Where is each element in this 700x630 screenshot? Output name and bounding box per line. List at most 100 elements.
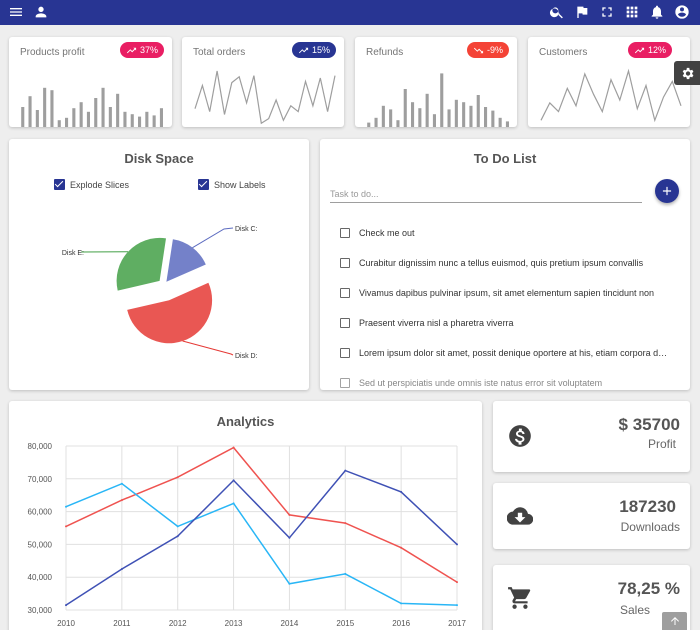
spark-bar [396,120,400,127]
bell-icon[interactable] [647,2,667,22]
gear-icon [682,67,693,79]
spark-bar [145,111,149,127]
trending-down-icon [473,47,484,53]
todo-checkbox[interactable] [340,258,350,268]
flag-icon[interactable] [572,2,592,22]
data-point [120,499,123,502]
spark-bar [454,99,458,127]
stat-badge-value: 15% [311,45,330,55]
explode-slices-label: Explode Slices [70,179,130,190]
menu-icon[interactable] [6,2,26,22]
sparkline-chart [367,73,509,127]
y-tick-label: 60,000 [28,508,53,517]
todo-item[interactable]: Curabitur dignissim nunc a tellus euismo… [340,256,643,270]
todo-item-text: Lorem ipsum dolor sit amet, possit deniq… [359,348,670,358]
spark-bar [116,93,120,127]
y-tick-label: 50,000 [28,540,53,549]
data-point [344,572,347,575]
data-point [65,604,67,607]
todo-checkbox[interactable] [340,228,350,238]
explode-slices-option[interactable]: Explode Slices [54,179,129,190]
todo-item[interactable]: Sed ut perspiciatis unde omnis iste natu… [340,376,670,390]
spark-bar [50,90,54,127]
todo-item[interactable]: Check me out [340,226,415,240]
spark-bar [381,105,385,127]
todo-panel: To Do List Task to do... Check me out Cu… [320,139,690,390]
account-icon[interactable] [672,2,692,22]
spark-bar [403,89,407,127]
todo-item[interactable]: Praesent viverra nisl a pharetra viverra [340,316,514,330]
stat-card-total-orders: Total orders 15% [182,37,344,127]
spark-bar [65,117,69,127]
kpi-label: Sales [619,603,650,617]
todo-checkbox[interactable] [340,318,350,328]
x-tick-label: 2014 [281,619,299,628]
stat-title: Refunds [366,47,404,58]
disk-space-panel: Disk Space Disk C: Disk D: Disk E: [9,139,309,390]
x-tick-label: 2017 [448,619,466,628]
series-line [65,446,458,583]
top-app-bar [0,0,700,25]
pie-slice[interactable] [166,239,206,282]
person-icon[interactable] [31,2,51,22]
show-labels-checkbox[interactable] [198,179,209,190]
settings-gear-button[interactable] [674,61,700,85]
task-input[interactable]: Task to do... [330,185,642,203]
kpi-card-sales: 78,25 % Sales [493,565,690,630]
todo-item-text: Praesent viverra nisl a pharetra viverra [359,318,514,328]
scroll-to-top-button[interactable] [662,612,687,630]
spark-bar [476,95,480,127]
stat-badge: -9% [466,42,509,58]
cart-icon [507,585,533,611]
spark-bar [28,96,32,127]
data-point [232,502,235,505]
spark-bar [152,115,156,127]
stat-card-customers: Customers 12% [528,37,690,127]
x-tick-label: 2011 [113,619,131,628]
analytics-line-chart: 80,000 70,000 60,000 50,000 40,000 30,000 2010… [28,442,467,628]
todo-checkbox[interactable] [340,378,350,388]
todo-checkbox[interactable] [340,348,350,358]
fullscreen-icon[interactable] [597,2,617,22]
todo-checkbox[interactable] [340,288,350,298]
y-tick-label: 70,000 [28,475,53,484]
series-line [65,482,458,606]
data-point [65,505,67,508]
spark-bar [21,107,25,127]
stat-title: Customers [539,47,588,58]
analytics-panel: Analytics 80,000 70,000 60,000 50,000 40,000… [9,401,482,630]
stat-badge-value: 12% [647,45,666,55]
data-point [120,568,123,570]
data-point [176,535,179,538]
trending-up-icon [298,47,309,53]
analytics-title: Analytics [216,414,275,429]
apps-icon[interactable] [622,2,642,22]
plus-icon [662,186,672,196]
data-point [120,482,123,485]
todo-item[interactable]: Vivamus dapibus pulvinar ipsum, sit amet… [340,286,654,300]
pie-slice[interactable] [116,237,166,291]
spark-bar [425,93,429,127]
data-point [344,522,347,525]
show-labels-label: Show Labels [214,179,266,190]
sparkline-chart [540,68,682,123]
spark-bar [35,110,39,127]
spark-bar [123,111,127,127]
pie-label-line [192,227,234,249]
spark-bar [57,120,61,127]
disk-space-title: Disk Space [124,151,194,166]
data-point [232,479,235,482]
todo-item[interactable]: Lorem ipsum dolor sit amet, possit deniq… [340,346,670,360]
search-icon[interactable] [547,2,567,22]
spark-bar [491,110,495,127]
y-tick-label: 80,000 [28,442,53,451]
stat-badge: 37% [119,42,164,58]
data-point [400,546,403,549]
pie-slice[interactable] [127,282,213,344]
show-labels-option[interactable]: Show Labels [198,179,266,190]
add-task-button[interactable] [655,179,679,203]
explode-slices-checkbox[interactable] [54,179,65,190]
x-tick-label: 2013 [225,619,243,628]
kpi-value: 78,25 % [617,579,680,598]
x-tick-label: 2016 [392,619,410,628]
